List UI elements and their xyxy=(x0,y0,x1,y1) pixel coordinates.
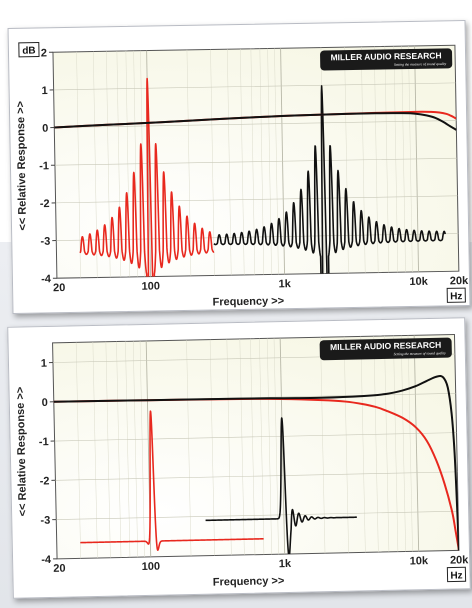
frequency-response-line xyxy=(53,374,459,559)
x-unit-label: Hz xyxy=(450,291,462,302)
x-unit-label: Hz xyxy=(450,570,462,581)
x-unit-badge: Hz xyxy=(446,566,467,583)
x-tick-label: 1k xyxy=(279,558,292,570)
y-tick-label: 1 xyxy=(41,85,47,97)
y-tick-label: 0 xyxy=(42,123,48,135)
gridline-y xyxy=(55,471,458,481)
y-tick-label: -1 xyxy=(39,160,49,172)
minor-gridline-x xyxy=(139,341,145,558)
logo-tagline: Setting the measure of sound quality xyxy=(394,351,447,356)
x-tick-label: 1k xyxy=(278,278,291,290)
impulse-response-inset xyxy=(79,410,265,551)
y-tick-label: 1 xyxy=(41,358,47,370)
y-tick-label: -4 xyxy=(41,554,52,566)
minor-gridline-x xyxy=(400,335,406,552)
x-tick-label: 100 xyxy=(142,561,161,573)
minor-gridline-x xyxy=(393,335,399,552)
gridline-y xyxy=(54,157,457,166)
major-gridline-x xyxy=(279,338,286,555)
impulse-response-inset xyxy=(204,417,358,558)
minor-gridline-x xyxy=(116,341,122,558)
frequency-response-line xyxy=(54,112,457,131)
y-tick-label: -3 xyxy=(40,236,50,248)
gridline-y xyxy=(56,510,459,520)
logo-tagline: Setting the measure of sound quality xyxy=(394,62,447,67)
impulse-response-inset xyxy=(79,77,215,279)
y-tick-label: 0 xyxy=(42,397,48,409)
plot-area xyxy=(52,333,460,560)
y-tick-label: -2 xyxy=(40,475,50,487)
minor-gridline-x xyxy=(407,335,413,552)
minor-gridline-x xyxy=(132,341,138,558)
x-axis-label: Frequency >> xyxy=(213,575,285,588)
minor-gridline-x xyxy=(92,342,98,558)
gridline-y xyxy=(54,120,457,128)
logo-badge xyxy=(319,337,452,361)
x-tick-label: 10k xyxy=(409,276,428,288)
logo-badge xyxy=(320,48,453,71)
minor-gridline-x xyxy=(105,341,111,558)
y-tick-label: -4 xyxy=(41,273,52,285)
x-unit-badge: Hz xyxy=(446,287,466,303)
x-tick-label: 20 xyxy=(53,282,65,294)
plot-content xyxy=(54,77,457,279)
y-unit-badge: dB xyxy=(18,41,40,58)
chart-card-bottom: 1 0 -1 -2 -3 -4 20 100 1k 10k 20k Frequency >> << Re… xyxy=(7,317,471,599)
y-axis-label: << Relative Response >> xyxy=(14,387,29,517)
gridline-y xyxy=(55,195,458,204)
response-chart-top: 2 1 0 -1 -2 -3 -420 100 1k 10k 20k Frequency >> << R… xyxy=(15,41,469,308)
y-tick-label: -2 xyxy=(40,198,50,210)
gridline-y xyxy=(53,82,456,91)
impulse-response-inset xyxy=(213,85,446,279)
minor-gridline-x xyxy=(384,335,390,552)
x-axis-label: Frequency >> xyxy=(212,295,284,308)
plot-content xyxy=(53,374,459,559)
minor-gridline-x xyxy=(125,341,131,558)
y-tick-label: -1 xyxy=(39,436,49,448)
chart-card-top: 2 1 0 -1 -2 -3 -4 20 100 1k 10k 20k Frequency >> << R… xyxy=(7,20,471,314)
major-gridline-x xyxy=(413,335,420,552)
x-tick-label: 20k xyxy=(450,275,469,287)
logo-brand-text: MILLER AUDIO RESEARCH xyxy=(330,50,441,62)
response-chart-bottom: 1 0 -1 -2 -3 -420 100 1k 10k 20k Frequency >> << Re… xyxy=(14,333,469,589)
minor-gridline-x xyxy=(373,336,379,553)
x-tick-label: 100 xyxy=(141,280,160,292)
y-unit-label: dB xyxy=(22,46,36,57)
x-tick-label: 20k xyxy=(450,554,469,566)
minor-gridline-x xyxy=(360,336,366,553)
minor-gridline-x xyxy=(186,340,192,557)
caption-strip xyxy=(0,0,472,22)
y-tick-label: 2 xyxy=(41,47,47,59)
minor-gridline-x xyxy=(75,342,81,559)
y-axis-label: << Relative Response >> xyxy=(15,101,29,231)
gridline-y xyxy=(56,233,459,241)
logo-brand-text: MILLER AUDIO RESEARCH xyxy=(330,340,441,352)
x-tick-label: 20 xyxy=(53,563,65,575)
y-tick-label: -3 xyxy=(40,515,50,527)
x-tick-label: 10k xyxy=(410,555,429,567)
gridline-y xyxy=(54,432,457,442)
